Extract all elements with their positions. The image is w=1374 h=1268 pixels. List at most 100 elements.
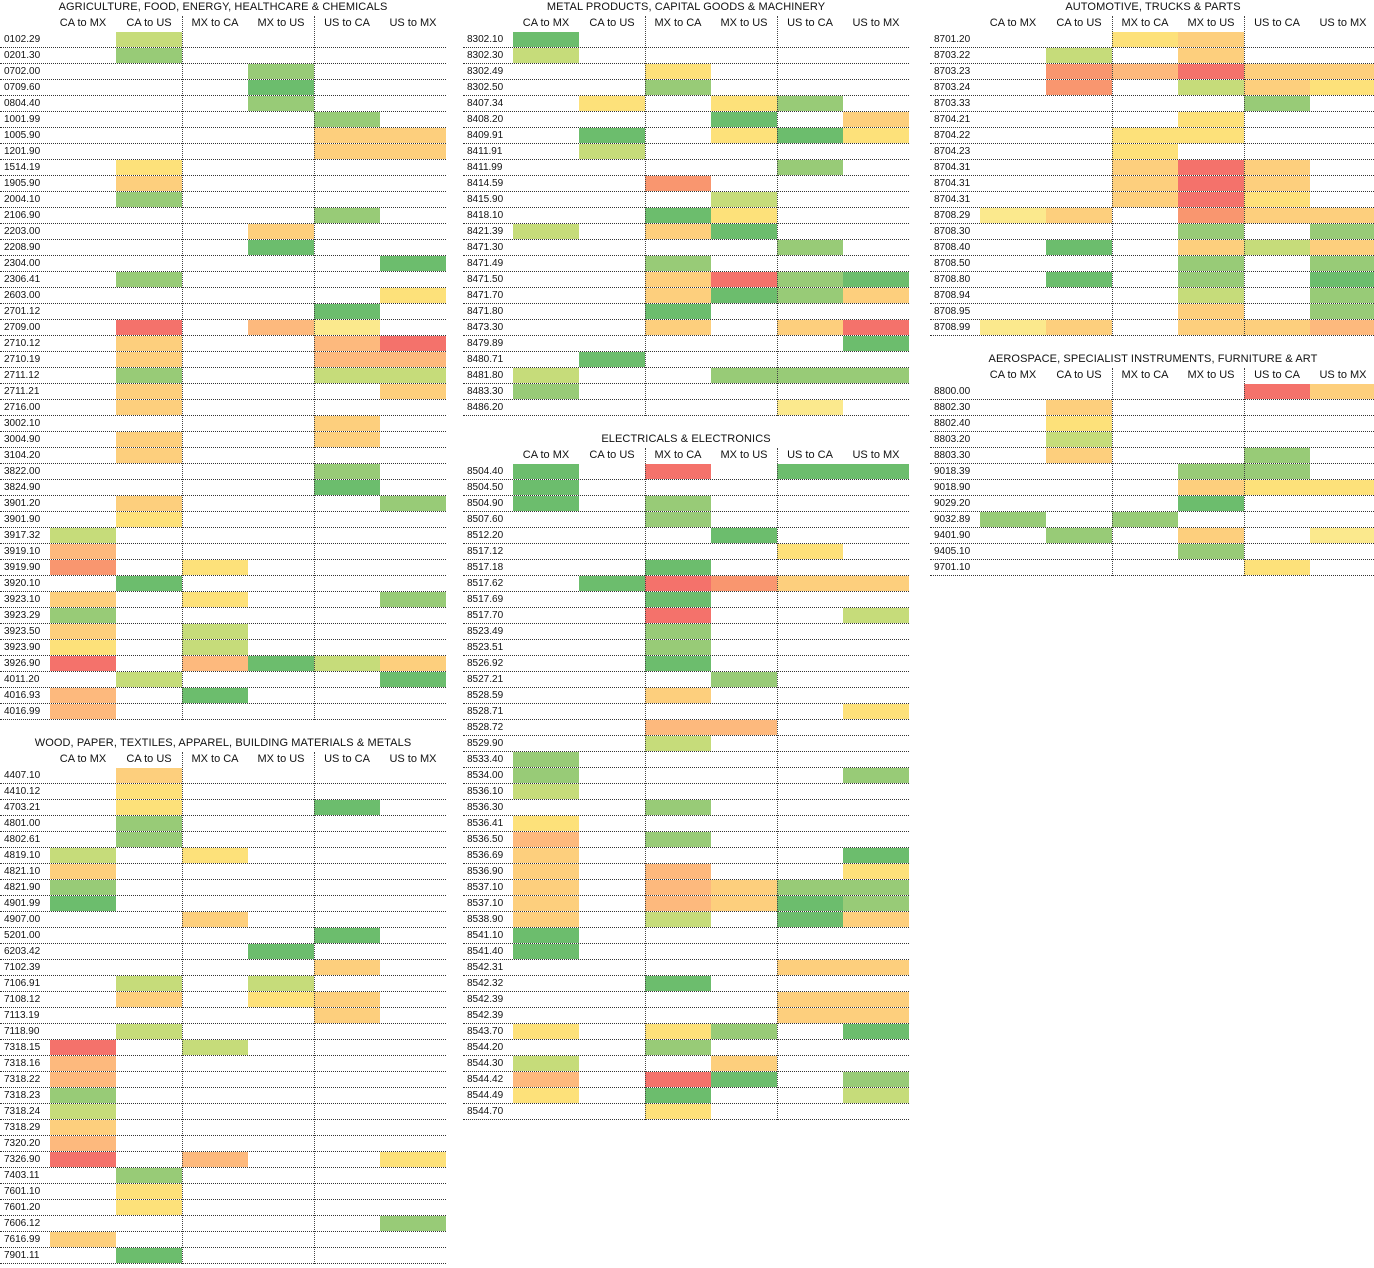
heat-cell xyxy=(1244,448,1310,463)
table-row: 8407.34 xyxy=(463,96,909,112)
column-header: US to MX xyxy=(389,753,437,765)
heat-cell xyxy=(843,880,909,895)
heat-cell xyxy=(1244,320,1310,335)
table-row: 2603.00 xyxy=(0,288,446,304)
heat-cell xyxy=(513,496,579,511)
hs-code-label: 2603.00 xyxy=(4,290,41,301)
heat-cell xyxy=(711,208,777,223)
table-row: 8800.00 xyxy=(930,384,1374,400)
table-row: 9018.90 xyxy=(930,480,1374,496)
heat-cell xyxy=(182,656,248,671)
heat-cell xyxy=(116,48,182,63)
hs-code-label: 8504.90 xyxy=(467,498,504,509)
table-row: 8708.40 xyxy=(930,240,1374,256)
heat-cell xyxy=(1310,288,1374,303)
table-row: 9405.10 xyxy=(930,544,1374,560)
table-row: 7113.19 xyxy=(0,1008,446,1024)
heat-cell xyxy=(513,784,579,799)
hs-code-label: 3923.29 xyxy=(4,610,41,621)
heat-cell xyxy=(711,720,777,735)
heat-cell xyxy=(645,880,711,895)
heat-cell xyxy=(645,320,711,335)
heat-cell xyxy=(1310,64,1374,79)
heat-cell xyxy=(513,880,579,895)
heat-cell xyxy=(843,704,909,719)
table-row: 7318.29 xyxy=(0,1120,446,1136)
heat-cell xyxy=(1178,48,1244,63)
heat-cell xyxy=(1310,208,1374,223)
hs-code-label: 3901.90 xyxy=(4,514,41,525)
heat-cell xyxy=(1244,80,1310,95)
column-separator xyxy=(1244,16,1245,336)
heat-cell xyxy=(579,144,645,159)
heat-cell xyxy=(645,1104,711,1119)
heat-cell xyxy=(50,1088,116,1103)
heat-cell xyxy=(645,256,711,271)
heat-cell xyxy=(1178,112,1244,127)
heat-cell xyxy=(1310,240,1374,255)
column-header: MX to CA xyxy=(654,449,702,461)
hs-code-label: 4821.90 xyxy=(4,882,41,893)
hs-code-label: 8703.24 xyxy=(934,82,971,93)
hs-code-label: 8408.20 xyxy=(467,114,504,125)
heat-cell xyxy=(513,912,579,927)
heat-cell xyxy=(513,768,579,783)
column-header: CA to MX xyxy=(522,17,570,29)
heat-cell xyxy=(1178,528,1244,543)
table-row: 7318.23 xyxy=(0,1088,446,1104)
column-header: CA to US xyxy=(126,753,172,765)
hs-code-label: 8517.18 xyxy=(467,562,504,573)
table-row: 2203.00 xyxy=(0,224,446,240)
hs-code-label: 2711.12 xyxy=(4,370,40,381)
heat-cell xyxy=(1310,480,1374,495)
table-row: 8512.20 xyxy=(463,528,909,544)
heatmap-section: AEROSPACE, SPECIALIST INSTRUMENTS, FURNI… xyxy=(930,352,1374,576)
hs-code-label: 1201.90 xyxy=(4,146,41,157)
heat-cell xyxy=(645,64,711,79)
hs-code-label: 8704.31 xyxy=(934,178,971,189)
heat-cell xyxy=(182,1040,248,1055)
heat-cell xyxy=(314,320,380,335)
heat-cell xyxy=(116,1168,182,1183)
hs-code-label: 8544.70 xyxy=(467,1106,504,1117)
table-row: 8523.51 xyxy=(463,640,909,656)
heat-cell xyxy=(50,1104,116,1119)
heat-cell xyxy=(1310,80,1374,95)
hs-code-label: 4802.61 xyxy=(4,834,41,845)
heat-cell xyxy=(314,416,380,431)
hs-code-label: 2306.41 xyxy=(4,274,41,285)
heat-cell xyxy=(1178,240,1244,255)
heat-cell xyxy=(777,896,843,911)
table-row: 8534.00 xyxy=(463,768,909,784)
hs-code-label: 4821.10 xyxy=(4,866,41,877)
hs-code-label: 8543.70 xyxy=(467,1026,504,1037)
hs-code-label: 8802.30 xyxy=(934,402,971,413)
hs-code-label: 8704.21 xyxy=(934,114,971,125)
table-row: 8544.42 xyxy=(463,1072,909,1088)
hs-code-label: 4016.93 xyxy=(4,690,41,701)
table-row: 2701.12 xyxy=(0,304,446,320)
heat-cell xyxy=(980,320,1046,335)
heat-cell xyxy=(843,1088,909,1103)
hs-code-label: 8302.49 xyxy=(467,66,504,77)
heat-cell xyxy=(777,160,843,175)
table-row: 8517.69 xyxy=(463,592,909,608)
table-row: 8803.20 xyxy=(930,432,1374,448)
heat-cell xyxy=(1046,528,1112,543)
heat-cell xyxy=(50,1056,116,1071)
heat-cell xyxy=(645,624,711,639)
hs-code-label: 8480.71 xyxy=(467,354,504,365)
heat-cell xyxy=(513,1088,579,1103)
hs-code-label: 8517.70 xyxy=(467,610,504,621)
heat-cell xyxy=(248,224,314,239)
column-separator xyxy=(1112,368,1113,576)
column-separator xyxy=(777,448,778,1120)
table-row: 5201.00 xyxy=(0,928,446,944)
table-row: 3901.90 xyxy=(0,512,446,528)
hs-code-label: 8479.89 xyxy=(467,338,504,349)
heat-cell xyxy=(1046,208,1112,223)
heat-cell xyxy=(513,832,579,847)
hs-code-label: 9032.89 xyxy=(934,514,971,525)
hs-code-label: 8536.30 xyxy=(467,802,504,813)
hs-code-label: 7601.20 xyxy=(4,1202,41,1213)
